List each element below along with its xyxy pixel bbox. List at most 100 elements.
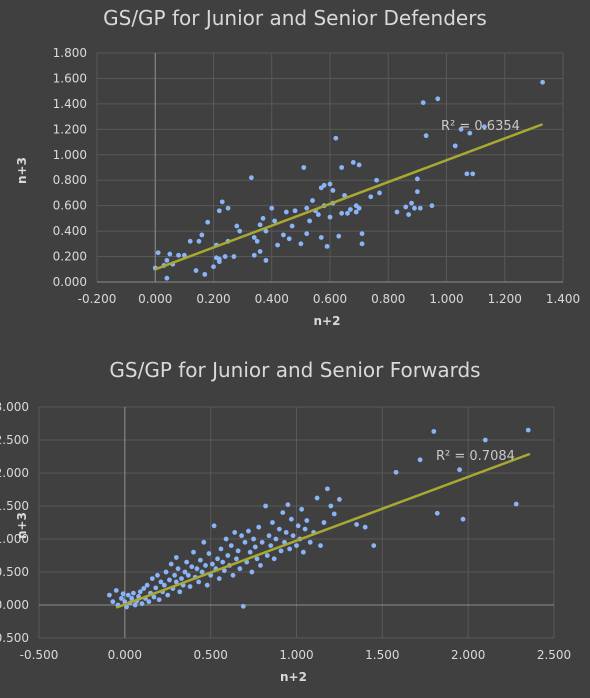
data-point xyxy=(295,523,301,529)
data-point xyxy=(216,576,222,581)
data-point xyxy=(266,533,272,539)
data-point xyxy=(203,563,208,568)
data-point xyxy=(167,577,172,583)
data-point xyxy=(339,210,345,216)
data-point xyxy=(225,205,231,211)
data-point xyxy=(289,223,295,229)
x-tick-label: -0.200 xyxy=(78,292,117,306)
data-point xyxy=(336,233,342,239)
data-point xyxy=(271,556,277,562)
data-point xyxy=(237,566,243,572)
data-point xyxy=(330,188,336,193)
x-tick-label: 0.400 xyxy=(255,292,289,306)
y-tick-label: 1.800 xyxy=(53,46,87,60)
x-axis-title: n+2 xyxy=(280,670,307,684)
data-point xyxy=(481,124,487,130)
data-point xyxy=(177,589,183,595)
data-point xyxy=(412,205,417,211)
y-tick-label: 1.000 xyxy=(0,532,29,546)
data-point xyxy=(285,502,291,508)
data-point xyxy=(406,212,412,217)
data-point xyxy=(251,235,257,240)
data-point xyxy=(264,553,270,558)
data-point xyxy=(482,437,488,443)
data-point xyxy=(290,533,296,539)
data-point xyxy=(199,569,205,575)
data-point xyxy=(270,520,275,525)
data-point xyxy=(106,592,112,598)
data-point xyxy=(286,236,292,242)
data-point xyxy=(248,175,254,181)
x-tick-label: 0.000 xyxy=(138,292,172,306)
data-point xyxy=(211,264,216,270)
data-point xyxy=(149,576,155,581)
data-point xyxy=(235,548,241,554)
data-point xyxy=(173,555,179,560)
data-point xyxy=(321,520,327,525)
data-point xyxy=(420,100,426,106)
data-point xyxy=(304,205,310,211)
data-point xyxy=(205,219,211,225)
r-squared-label: R² = 0.6354 xyxy=(441,119,520,134)
data-point xyxy=(431,429,437,434)
data-point xyxy=(281,232,286,238)
data-point xyxy=(318,235,324,240)
data-point xyxy=(458,126,464,132)
data-point xyxy=(339,165,345,170)
data-point xyxy=(257,249,263,254)
data-point xyxy=(345,210,350,216)
data-point xyxy=(263,228,269,234)
y-tick-label: 0.000 xyxy=(0,598,29,612)
data-point xyxy=(110,599,116,605)
data-point xyxy=(187,238,193,244)
data-point xyxy=(268,543,274,548)
data-point xyxy=(354,522,359,527)
data-point xyxy=(201,539,207,545)
x-tick-label: 1.200 xyxy=(488,292,522,306)
data-point xyxy=(164,275,170,281)
data-point xyxy=(167,251,173,257)
data-point xyxy=(269,205,275,211)
data-point xyxy=(141,586,147,591)
y-tick-label: 1.000 xyxy=(53,148,87,162)
data-point xyxy=(125,592,131,598)
data-point xyxy=(359,241,365,247)
data-point xyxy=(165,592,171,598)
data-point xyxy=(246,528,251,534)
data-point xyxy=(247,549,253,555)
y-tick-label: 0.400 xyxy=(53,224,87,238)
trendline xyxy=(154,123,544,271)
data-point xyxy=(196,238,202,244)
data-point xyxy=(278,548,284,554)
chart-title: GS/GP for Junior and Senior Defenders xyxy=(103,6,487,30)
data-point xyxy=(272,218,278,224)
data-point xyxy=(196,579,202,585)
data-point xyxy=(393,469,399,475)
data-point xyxy=(240,603,246,609)
data-point xyxy=(280,510,286,515)
data-point xyxy=(185,572,191,578)
y-tick-label: 0.000 xyxy=(53,275,87,289)
data-point xyxy=(129,596,135,601)
data-point xyxy=(276,526,282,532)
data-point xyxy=(197,557,203,563)
data-point xyxy=(146,599,152,605)
data-point xyxy=(460,516,466,522)
y-axis-title: n+3 xyxy=(15,512,29,539)
data-point xyxy=(153,585,159,591)
data-point xyxy=(234,556,239,562)
y-tick-label: 0.800 xyxy=(53,173,87,187)
data-point xyxy=(307,218,313,224)
data-point xyxy=(124,604,129,610)
data-point xyxy=(325,486,330,492)
x-axis-title: n+2 xyxy=(314,314,341,328)
data-point xyxy=(258,563,263,568)
data-point xyxy=(414,176,420,182)
data-point xyxy=(191,549,196,555)
forwards-chart: GS/GP for Junior and Senior Forwards -0.… xyxy=(0,352,590,698)
data-point xyxy=(161,582,167,588)
data-point xyxy=(176,252,181,258)
data-point xyxy=(394,209,400,215)
data-point xyxy=(251,536,256,542)
data-point xyxy=(333,135,339,141)
